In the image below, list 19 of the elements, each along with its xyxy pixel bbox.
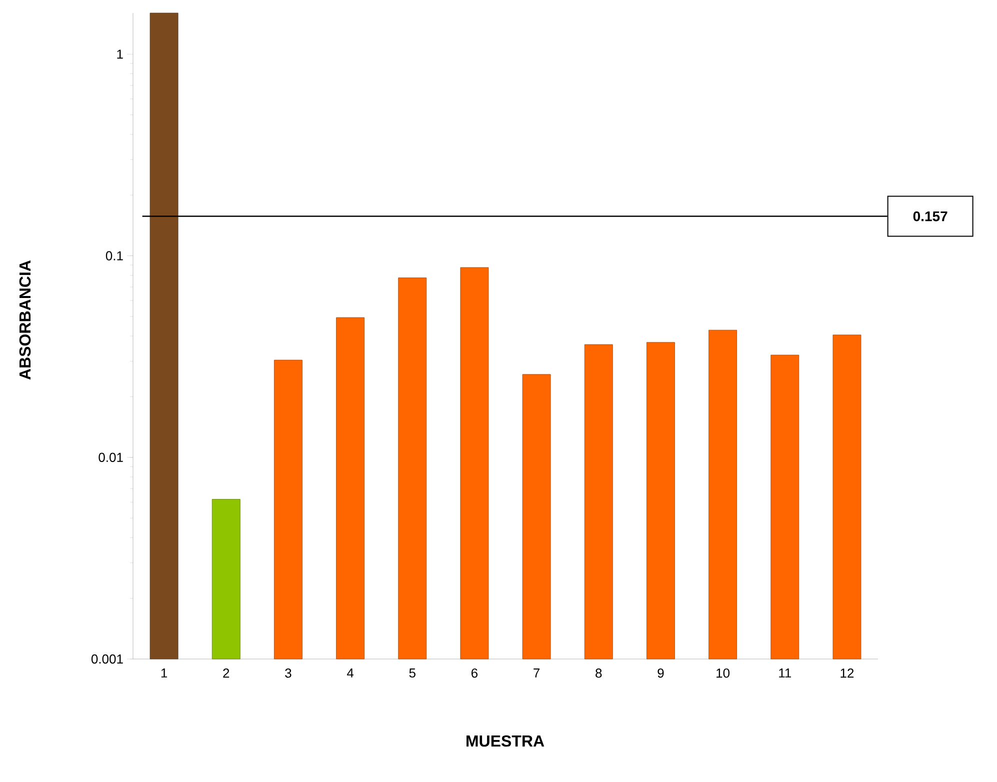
x-axis-title: MUESTRA [466, 735, 544, 747]
x-tick-label: 1 [161, 668, 168, 678]
x-tick-label: 10 [716, 668, 730, 678]
y-axis-title: ABSORBANCIA [19, 260, 31, 380]
x-tick-label: 4 [346, 668, 354, 678]
y-tick-label: 0.1 [106, 251, 123, 260]
x-tick-label: 6 [472, 668, 478, 678]
y-tick-label: 0.01 [98, 452, 123, 462]
x-tick-label: 5 [409, 668, 416, 678]
x-tick-label: 9 [658, 668, 664, 678]
x-tick-label: 3 [285, 668, 292, 678]
x-tick-label: 2 [223, 668, 230, 678]
x-tick-label: 12 [840, 668, 854, 678]
x-tick-label: 11 [779, 668, 791, 678]
y-tick-label: 1 [117, 50, 123, 59]
x-tick-label: 8 [596, 668, 602, 678]
x-tick-label: 7 [534, 668, 540, 678]
y-tick-label: 0.001 [91, 654, 123, 664]
ref-line-label: 0.157 [913, 211, 948, 222]
